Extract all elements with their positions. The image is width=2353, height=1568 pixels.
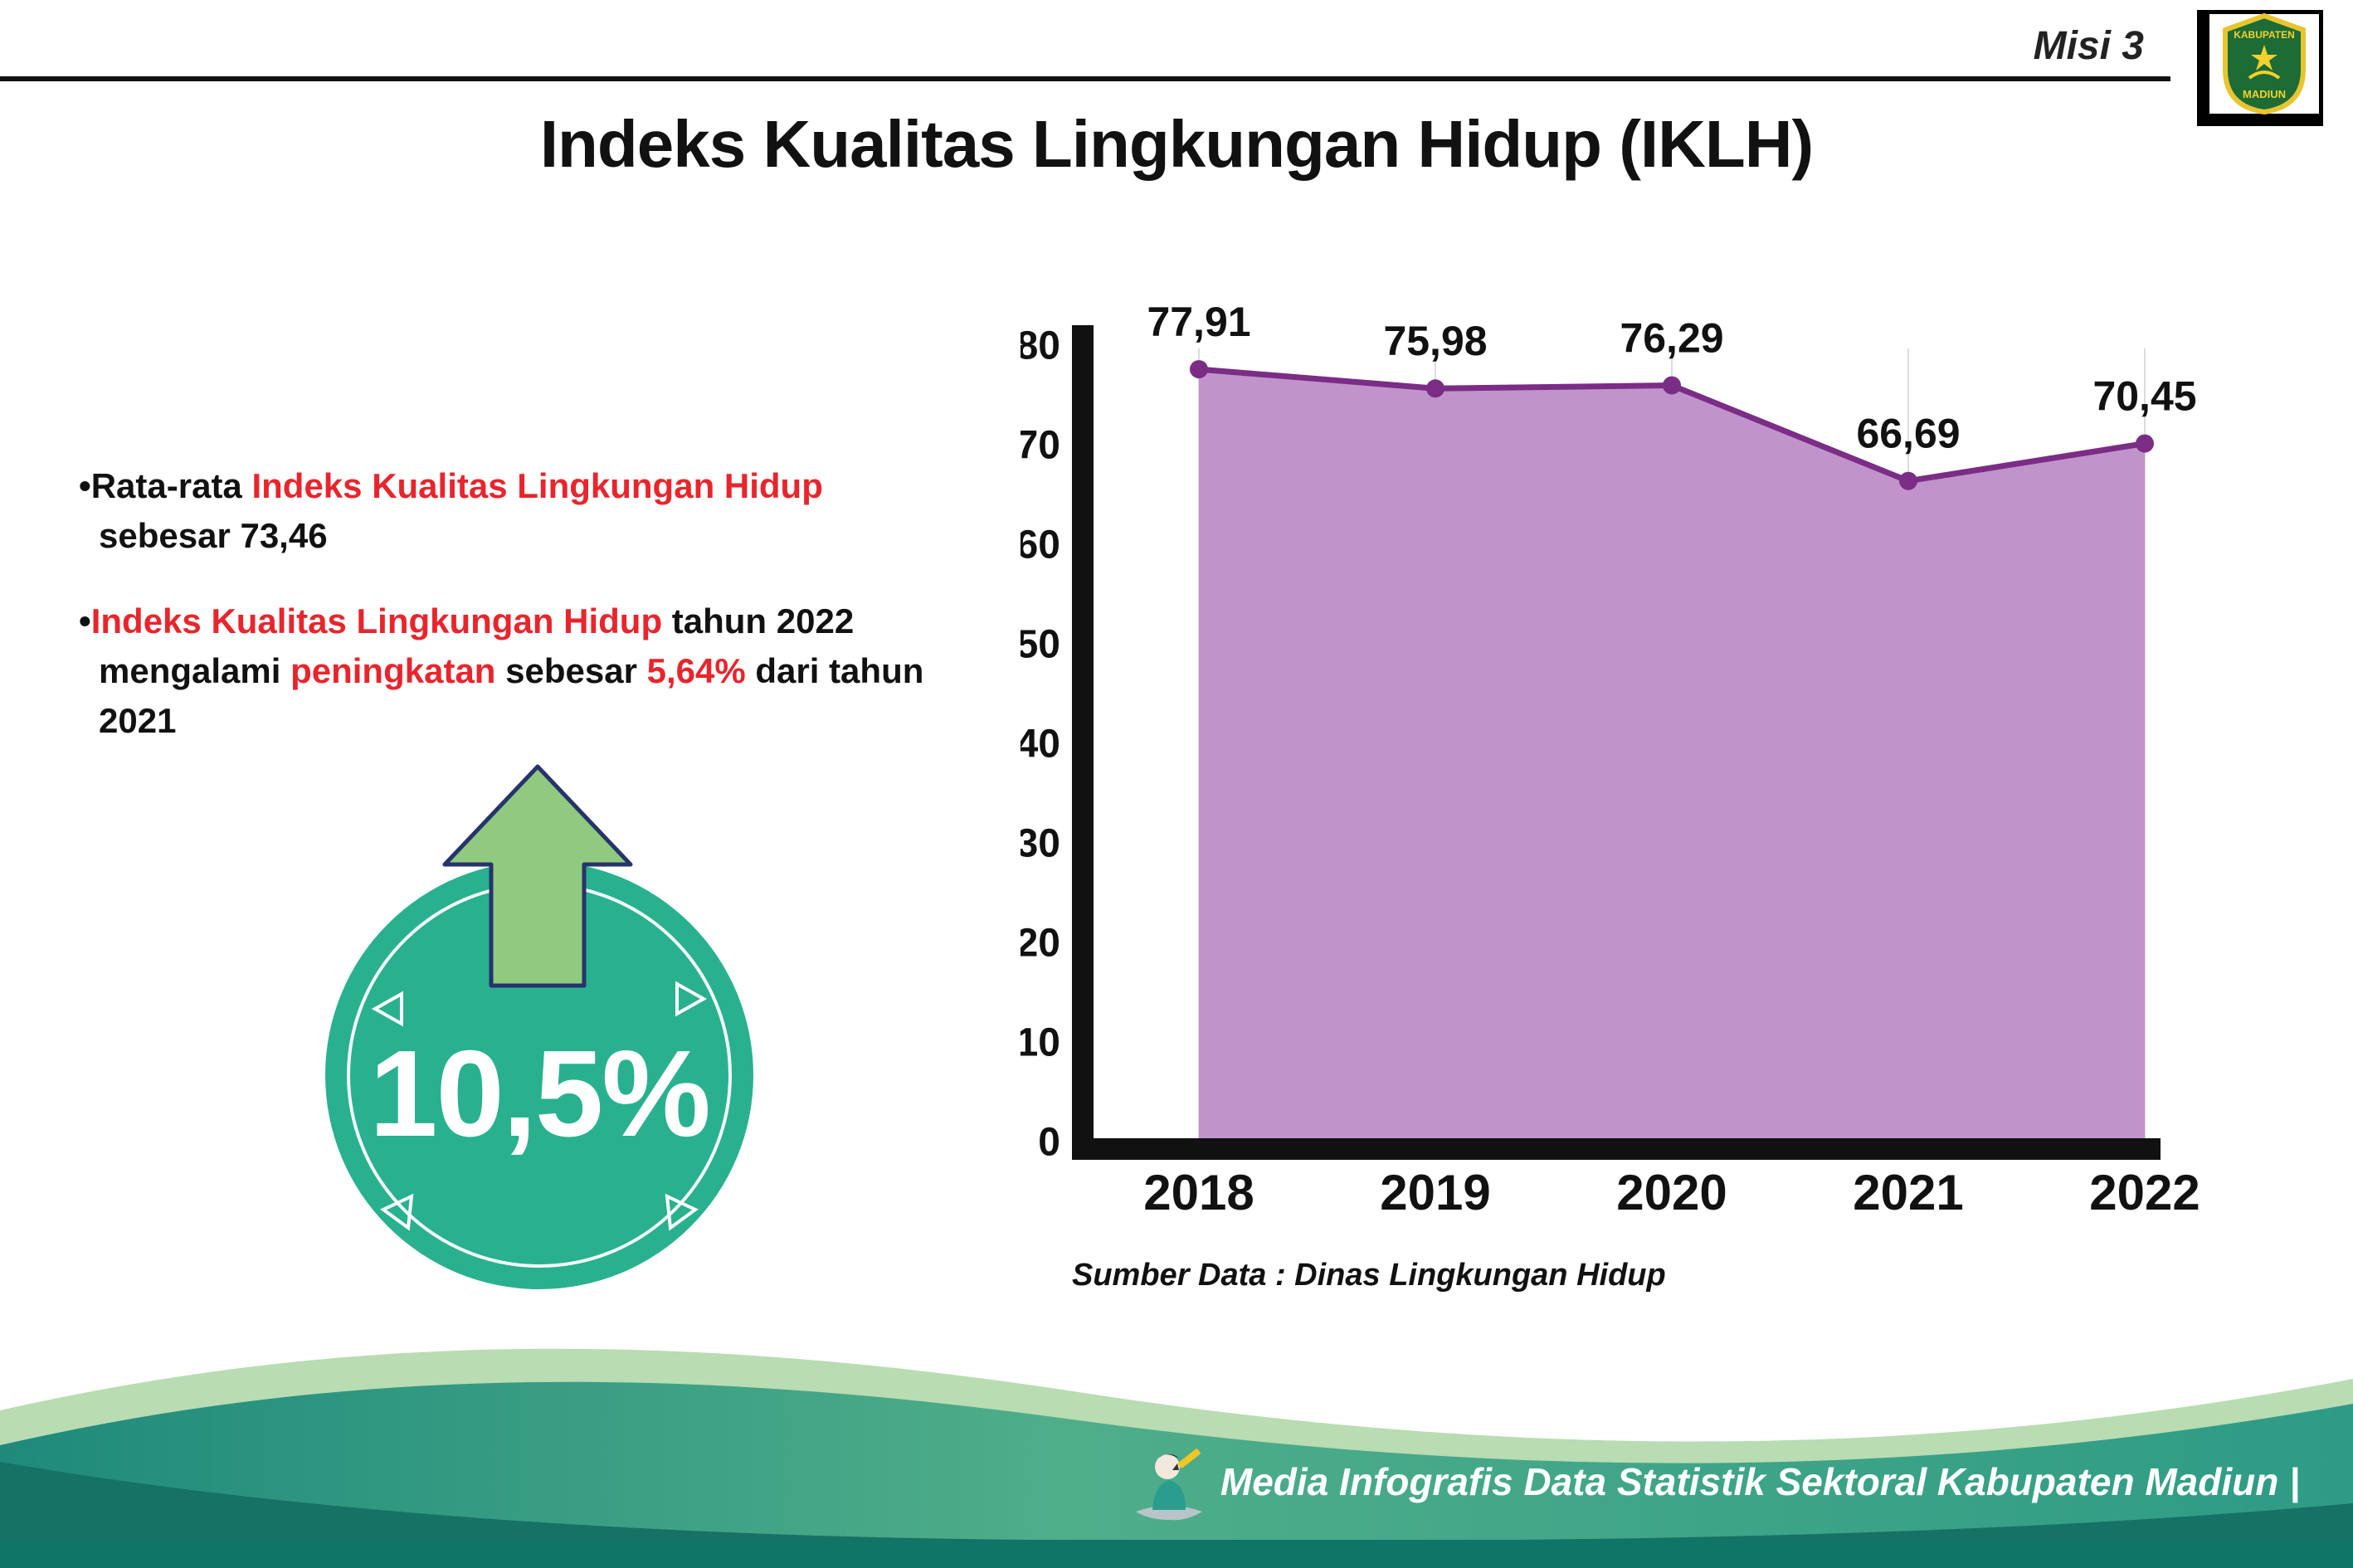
badge-decoration bbox=[371, 981, 708, 1231]
data-point bbox=[1899, 471, 1917, 490]
y-tick-label: 20 bbox=[1021, 922, 1060, 966]
misi-label: Misi 3 bbox=[2033, 24, 2144, 68]
crest-text-bottom: MADIUN bbox=[2243, 88, 2286, 100]
key-findings: •Rata-rata Indeks Kualitas Lingkungan Hi… bbox=[79, 461, 942, 782]
value-label: 70,45 bbox=[2092, 373, 2196, 420]
y-tick-label: 10 bbox=[1021, 1021, 1060, 1065]
y-tick-label: 80 bbox=[1021, 324, 1060, 368]
crest-icon: KABUPATEN MADIUN bbox=[2223, 13, 2306, 114]
chart-canvas: 0 10 20 30 40 50 60 70 80 77,91 75,98 76,29 66,69 70,… bbox=[1016, 299, 2200, 1220]
year-label: 2022 bbox=[2089, 1165, 2200, 1220]
bullet-average-iklh: •Rata-rata Indeks Kualitas Lingkungan Hi… bbox=[79, 466, 823, 555]
data-point bbox=[1426, 379, 1444, 398]
data-source-note: Sumber Data : Dinas Lingkungan Hidup bbox=[1072, 1258, 1666, 1293]
year-label: 2020 bbox=[1616, 1165, 1727, 1220]
year-label: 2019 bbox=[1380, 1165, 1490, 1220]
bullet-increase-2022: •Indeks Kualitas Lingkungan Hidup tahun … bbox=[79, 601, 924, 740]
bullet-marker: • bbox=[79, 601, 91, 641]
year-label: 2018 bbox=[1143, 1165, 1254, 1220]
data-point bbox=[2136, 434, 2154, 453]
crest-star-icon bbox=[2251, 45, 2277, 71]
data-point bbox=[1190, 360, 1208, 379]
page-title: Indeks Kualitas Lingkungan Hidup (IKLH) bbox=[539, 107, 1814, 181]
iklh-trend-chart: 0 10 20 30 40 50 60 70 80 77,91 75,98 76,29 66,69 70,… bbox=[1016, 290, 2207, 1261]
kabupaten-madiun-logo: KABUPATEN MADIUN bbox=[2197, 10, 2323, 126]
year-label: 2021 bbox=[1853, 1165, 1963, 1220]
area-fill bbox=[1199, 369, 2145, 1142]
bullet-marker: • bbox=[79, 466, 91, 505]
y-tick-label: 40 bbox=[1021, 723, 1060, 767]
y-tick-label: 50 bbox=[1021, 623, 1060, 667]
footer-wave-decoration bbox=[0, 1348, 2353, 1568]
up-arrow-icon bbox=[442, 764, 633, 988]
y-tick-label: 0 bbox=[1038, 1121, 1060, 1165]
y-tick-label: 30 bbox=[1021, 822, 1060, 866]
writer-mascot-icon bbox=[1135, 1449, 1202, 1521]
value-label: 66,69 bbox=[1856, 411, 1960, 457]
header-divider bbox=[0, 76, 2170, 81]
increase-percentage: 10,5% bbox=[369, 1025, 711, 1162]
y-tick-label: 60 bbox=[1021, 523, 1060, 567]
crest-text-top: KABUPATEN bbox=[2234, 29, 2295, 41]
y-axis bbox=[1072, 325, 1094, 1160]
y-tick-label: 70 bbox=[1021, 424, 1060, 468]
footer-caption-group: Media Infografis Data Statistik Sektoral… bbox=[1131, 1442, 2300, 1522]
footer-caption: Media Infografis Data Statistik Sektoral… bbox=[1220, 1460, 2300, 1503]
x-axis bbox=[1072, 1138, 2161, 1160]
data-point bbox=[1663, 376, 1681, 395]
value-label: 77,91 bbox=[1147, 299, 1250, 345]
value-label: 76,29 bbox=[1620, 315, 1723, 362]
value-label: 75,98 bbox=[1383, 318, 1487, 364]
